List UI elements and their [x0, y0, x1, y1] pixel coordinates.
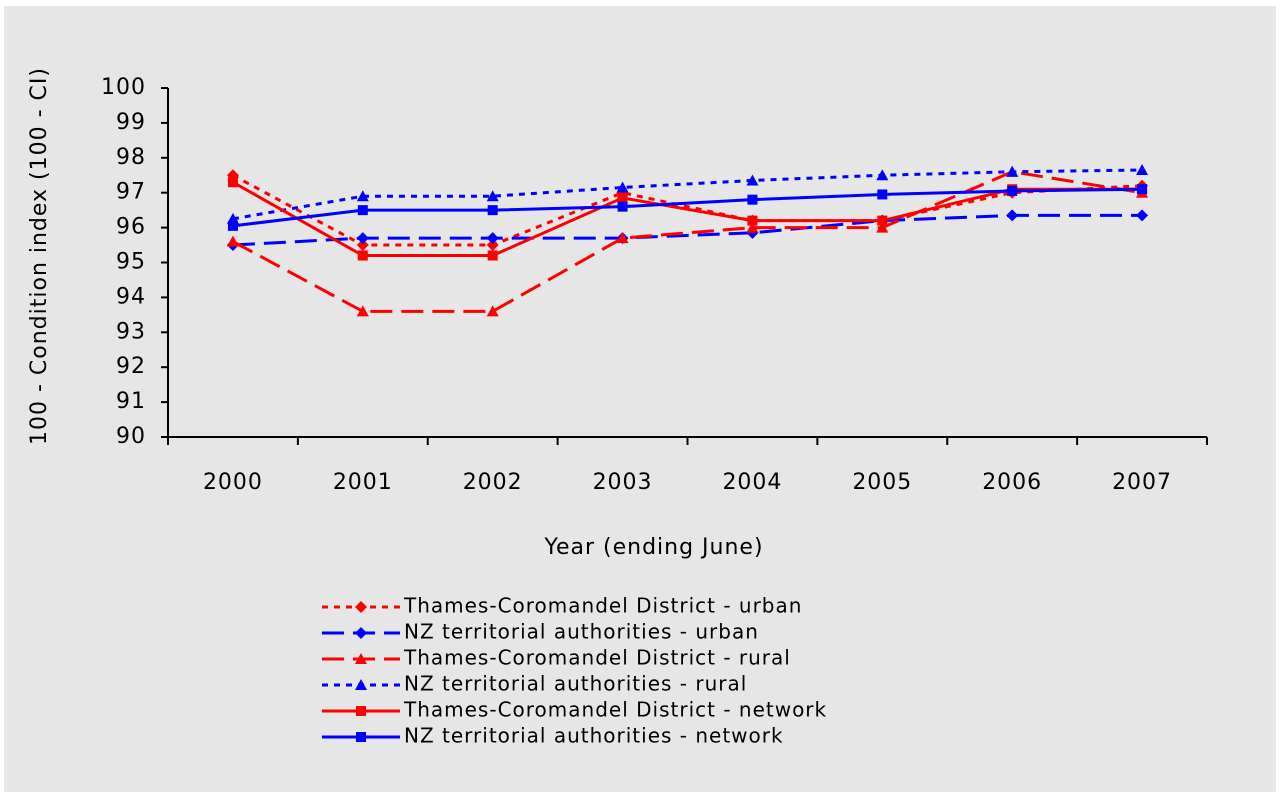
marker [1006, 209, 1019, 222]
marker [486, 239, 499, 252]
marker [486, 190, 499, 202]
series-line [232, 168, 1143, 221]
marker [616, 181, 629, 193]
marker [616, 232, 629, 244]
marker [1136, 209, 1149, 222]
marker [877, 215, 888, 226]
marker [617, 192, 628, 203]
legend-label: NZ territorial authorities - network [404, 724, 784, 748]
legend-label: NZ territorial authorities - urban [404, 620, 759, 644]
y-tick-label: 99 [116, 110, 146, 135]
marker [746, 174, 759, 186]
marker [1006, 165, 1019, 177]
x-tick-label: 2007 [1112, 470, 1172, 495]
y-axis-label: 100 - Condition index (100 - CI) [27, 67, 52, 446]
marker [356, 239, 369, 252]
marker [356, 232, 369, 245]
marker [227, 177, 238, 188]
marker [876, 221, 889, 233]
series-line [232, 170, 1143, 313]
y-tick-label: 94 [116, 284, 146, 309]
marker [877, 189, 888, 200]
legend-label: Thames-Coromandel District - network [403, 698, 827, 722]
marker [486, 305, 499, 317]
marker [747, 194, 758, 205]
legend-label: NZ territorial authorities - rural [404, 672, 747, 696]
y-tick-label: 95 [116, 250, 146, 275]
y-tick-label: 93 [116, 319, 146, 344]
y-tick-label: 98 [116, 145, 146, 170]
x-tick-label: 2002 [463, 470, 523, 495]
series-line [232, 180, 1143, 258]
legend-label: Thames-Coromandel District - urban [403, 594, 802, 618]
marker [355, 679, 367, 690]
marker [355, 627, 367, 639]
marker [227, 220, 238, 231]
marker [1136, 164, 1149, 176]
marker [746, 221, 759, 233]
marker [487, 205, 498, 216]
series-line [232, 187, 1143, 228]
marker [356, 305, 369, 317]
x-tick-label: 2004 [722, 470, 782, 495]
x-axis-label: Year (ending June) [543, 535, 763, 560]
marker [486, 232, 499, 245]
legend-label: Thames-Coromandel District - rural [403, 646, 791, 670]
y-tick-label: 97 [116, 180, 146, 205]
marker [355, 601, 367, 613]
x-tick-label: 2006 [982, 470, 1042, 495]
marker [355, 653, 367, 664]
marker [357, 250, 368, 261]
marker [487, 250, 498, 261]
x-tick-label: 2001 [333, 470, 393, 495]
series-line [232, 173, 1143, 247]
y-tick-label: 90 [116, 424, 146, 449]
marker [226, 235, 239, 247]
marker [876, 169, 889, 181]
marker [1137, 184, 1148, 195]
marker [356, 190, 369, 202]
y-tick-label: 100 [101, 75, 146, 100]
x-tick-label: 2003 [593, 470, 653, 495]
series-line [232, 213, 1143, 247]
marker [357, 205, 368, 216]
x-tick-label: 2000 [203, 470, 263, 495]
marker [356, 706, 366, 716]
marker [617, 201, 628, 212]
chart-background [4, 6, 1276, 792]
y-tick-label: 96 [116, 215, 146, 240]
marker [1007, 185, 1018, 196]
y-tick-label: 91 [116, 389, 146, 414]
x-tick-label: 2005 [852, 470, 912, 495]
marker [747, 215, 758, 226]
y-tick-label: 92 [116, 354, 146, 379]
marker [356, 732, 366, 742]
